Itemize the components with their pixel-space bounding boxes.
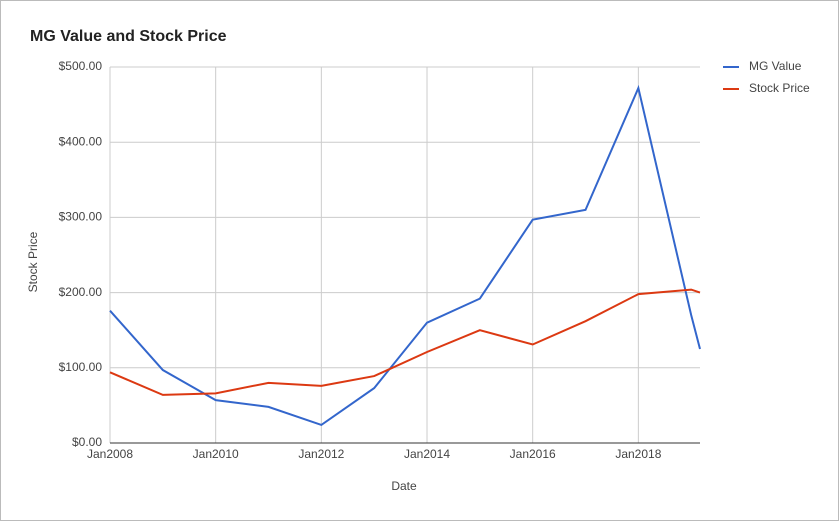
y-tick-label: $300.00 xyxy=(59,210,103,224)
x-tick-label: Jan2008 xyxy=(87,447,133,461)
x-tick-label: Jan2014 xyxy=(404,447,450,461)
legend-label: Stock Price xyxy=(749,81,810,95)
x-axis-label: Date xyxy=(391,479,417,493)
x-tick-label: Jan2012 xyxy=(298,447,344,461)
y-axis-label: Stock Price xyxy=(26,231,40,292)
x-tick-label: Jan2018 xyxy=(615,447,661,461)
y-tick-label: $500.00 xyxy=(59,59,103,73)
x-tick-label: Jan2010 xyxy=(193,447,239,461)
chart-title: MG Value and Stock Price xyxy=(30,28,227,45)
series-line xyxy=(109,84,701,427)
x-tick-label: Jan2016 xyxy=(510,447,556,461)
y-tick-label: $0.00 xyxy=(72,435,102,449)
y-tick-label: $400.00 xyxy=(59,134,103,148)
legend-label: MG Value xyxy=(749,59,802,73)
y-tick-label: $200.00 xyxy=(59,285,103,299)
series-line xyxy=(109,288,701,396)
y-tick-label: $100.00 xyxy=(59,360,103,374)
